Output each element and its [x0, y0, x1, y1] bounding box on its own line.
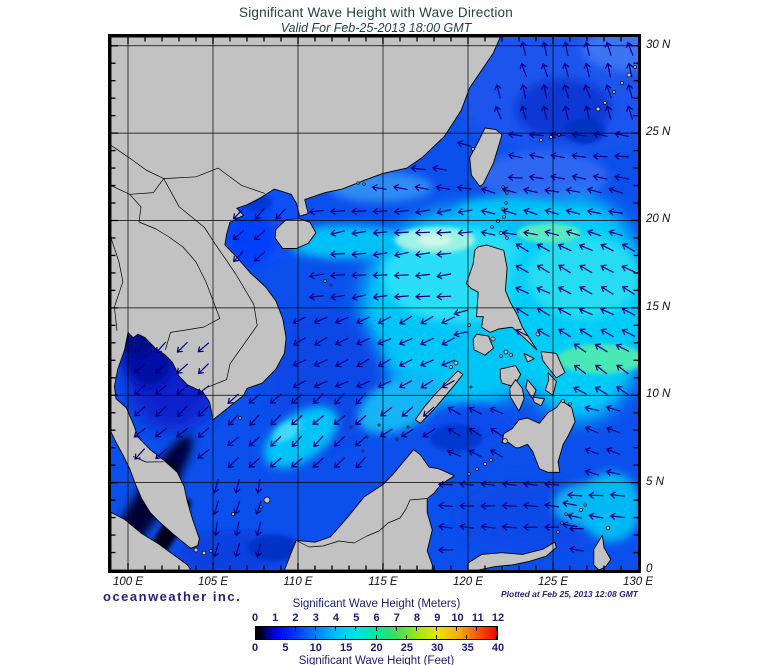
colorbar-tick — [475, 627, 477, 631]
colorbar-tick — [285, 635, 287, 639]
feet-tick-label: 0 — [251, 642, 259, 654]
land-layer — [111, 37, 612, 570]
branding: oceanweather inc. — [103, 589, 242, 604]
meters-tick-label: 3 — [312, 612, 319, 624]
feet-tick-label: 5 — [282, 642, 289, 654]
colorbar-tick — [295, 627, 297, 631]
meters-tick-label: 11 — [471, 612, 484, 624]
meters-tick-label: 4 — [332, 612, 340, 624]
land-bohol — [532, 396, 545, 407]
colorbar-tick — [435, 627, 437, 631]
legend-colorbar — [255, 626, 498, 640]
land-cebu — [525, 379, 537, 400]
wave-map — [111, 37, 638, 570]
colorbar-tick — [465, 635, 467, 639]
colorbar-tick — [315, 627, 317, 631]
feet-tick-label: 25 — [400, 642, 413, 654]
country-borders — [111, 145, 428, 548]
meters-tick-label: 6 — [373, 612, 380, 624]
lon-label: 110 E — [283, 576, 313, 588]
lat-label: 25 N — [646, 126, 671, 139]
colorbar-tick — [255, 627, 256, 631]
lat-label: 5 N — [646, 475, 664, 488]
land-borneo — [283, 449, 455, 570]
colorbar-tick — [255, 635, 256, 639]
land-masbate — [523, 352, 535, 363]
feet-tick-label: 40 — [491, 642, 505, 654]
land-palawan — [414, 370, 464, 424]
land-sumatra — [111, 511, 192, 570]
meters-tick-label: 10 — [451, 612, 464, 624]
colorbar-tick — [315, 635, 317, 639]
lon-label: 130 E — [622, 576, 654, 588]
lon-label: 115 E — [368, 576, 398, 588]
colorbar-tick — [496, 627, 497, 631]
meters-tick-label: 7 — [393, 612, 400, 624]
lat-label: 10 N — [646, 388, 671, 401]
lon-label: 105 E — [197, 576, 229, 588]
colorbar-tick — [455, 627, 457, 631]
land-asia-mainland — [111, 37, 501, 549]
legend-feet-title: Significant Wave Height (Feet) — [298, 655, 455, 665]
chart-subtitle: Valid For Feb-25-2013 18:00 GMT — [280, 21, 472, 35]
legend-meters-title: Significant Wave Height (Meters) — [292, 598, 461, 610]
meters-tick-label: 5 — [353, 612, 360, 624]
feet-tick-label: 35 — [461, 642, 474, 654]
meters-tick-label: 9 — [434, 612, 441, 624]
colorbar-tick — [275, 627, 277, 631]
lon-label: 100 E — [112, 576, 144, 588]
grid-lines — [111, 37, 638, 570]
land-halmahera — [593, 534, 612, 570]
meters-tick-label: 12 — [491, 612, 505, 624]
colorbar-tick — [375, 627, 377, 631]
colorbar-tick — [496, 635, 497, 639]
land-sulawesi — [467, 541, 557, 570]
colorbar-tick — [355, 627, 357, 631]
chart-title: Significant Wave Height with Wave Direct… — [239, 5, 513, 20]
feet-tick-label: 15 — [340, 642, 353, 654]
degree-tick-marks — [111, 37, 638, 570]
chart-header: Significant Wave Height with Wave Direct… — [36, 5, 716, 35]
map-panel — [108, 34, 641, 573]
feet-tick-label: 10 — [309, 642, 322, 654]
legend-feet-scale: 0 5 10 15 20 25 30 35 40 — [251, 642, 504, 655]
plotted-timestamp: Plotted at Feb 25, 2013 12:08 GMT — [501, 589, 638, 599]
feet-tick-label: 30 — [431, 642, 444, 654]
land-mindoro — [472, 333, 494, 356]
meters-tick-label: 1 — [272, 612, 279, 624]
colorbar-tick — [405, 635, 407, 639]
colorbar-tick — [375, 635, 377, 639]
lat-label: 20 N — [646, 213, 671, 226]
lat-label: 30 N — [646, 38, 671, 51]
meters-tick-label: 8 — [413, 612, 421, 624]
land-luzon — [465, 244, 538, 351]
meters-tick-label: 0 — [251, 612, 259, 624]
colorbar-tick — [395, 627, 397, 631]
colorbar-tick — [415, 627, 417, 631]
colorbar-tick — [345, 635, 347, 639]
wave-direction-arrows — [133, 41, 636, 558]
colorbar-tick — [435, 635, 437, 639]
meters-tick-label: 2 — [292, 612, 299, 624]
land-hainan — [274, 218, 317, 249]
lon-label: 125 E — [537, 576, 569, 588]
lat-label: 0 — [646, 563, 653, 575]
land-mindanao — [501, 400, 576, 473]
feet-tick-label: 20 — [370, 642, 383, 654]
legend-meters-scale: 0 1 2 3 4 5 6 7 8 9 10 11 12 — [251, 612, 504, 625]
lon-label: 120 E — [452, 576, 484, 588]
colorbar-tick — [335, 627, 337, 631]
lat-label: 15 N — [646, 300, 671, 313]
land-leyte — [544, 372, 557, 396]
